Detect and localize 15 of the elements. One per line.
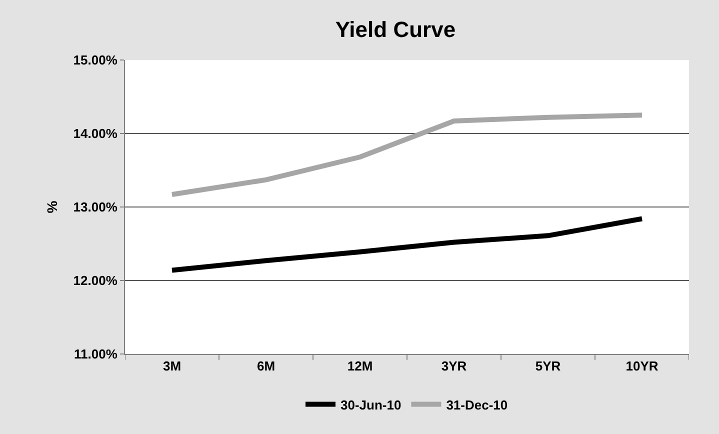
x-tick-label: 5YR bbox=[535, 358, 562, 374]
chart-title: Yield Curve bbox=[335, 17, 456, 42]
x-tick-label: 3M bbox=[162, 358, 182, 374]
legend-label: 30-Jun-10 bbox=[340, 397, 402, 412]
y-tick-label: 11.00% bbox=[74, 346, 118, 362]
y-tick-label: 15.00% bbox=[73, 52, 118, 68]
y-axis-title: % bbox=[44, 200, 60, 214]
y-tick-label: 12.00% bbox=[73, 273, 118, 288]
y-tick-label: 13.00% bbox=[73, 200, 118, 215]
legend-label: 31-Dec-10 bbox=[446, 397, 508, 412]
x-tick-label: 6M bbox=[256, 358, 276, 374]
x-tick-label: 3YR bbox=[441, 358, 468, 374]
x-tick-label: 10YR bbox=[626, 358, 659, 374]
x-tick-label: 12M bbox=[347, 358, 373, 374]
y-tick-label: 14.00% bbox=[73, 126, 118, 142]
